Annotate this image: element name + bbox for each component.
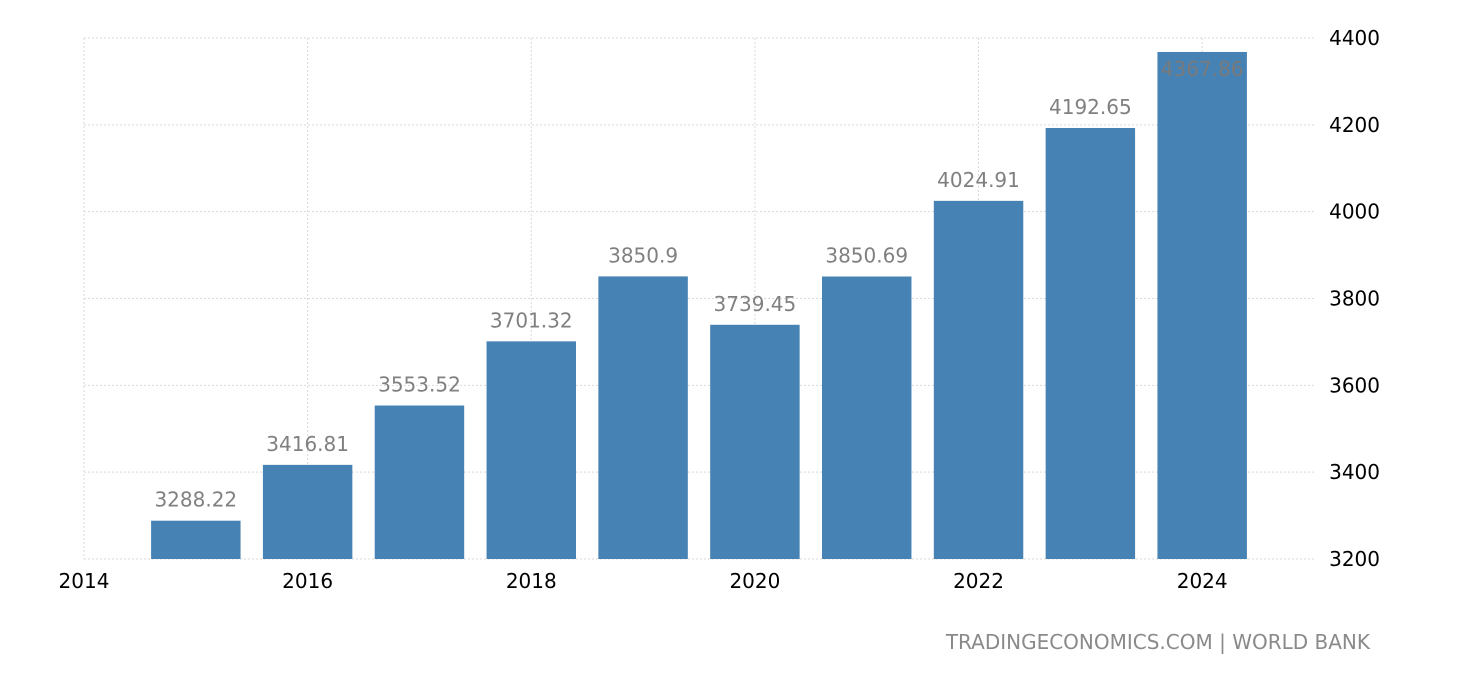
data-label-2020: 3739.45 (714, 292, 797, 316)
data-labels: 3288.22 3416.81 3553.52 3701.32 3850.9 3739.4… (154, 57, 1243, 512)
y-tick-label: 3400 (1329, 460, 1380, 484)
data-label-2015: 3288.22 (154, 488, 237, 512)
x-tick-label: 2016 (282, 569, 333, 593)
x-tick-label: 2020 (729, 569, 780, 593)
bar-2015 (151, 520, 241, 559)
bar-2020 (710, 324, 800, 559)
x-tick-label: 2018 (506, 569, 557, 593)
x-axis-ticks: 2014 2016 2018 2020 2022 2024 (59, 569, 1228, 593)
data-label-2021: 3850.69 (825, 243, 908, 267)
y-tick-label: 3600 (1329, 373, 1380, 397)
y-tick-label: 3200 (1329, 547, 1380, 571)
data-label-2018: 3701.32 (490, 308, 573, 332)
bar-2022 (933, 200, 1024, 560)
y-tick-label: 3800 (1329, 287, 1380, 311)
data-label-2016: 3416.81 (266, 432, 349, 456)
x-tick-label: 2024 (1177, 569, 1228, 593)
y-tick-label: 4200 (1329, 113, 1380, 137)
y-tick-label: 4000 (1329, 200, 1380, 224)
data-label-2023: 4192.65 (1049, 95, 1132, 119)
source-credit: TRADINGECONOMICS.COM | WORLD BANK (945, 630, 1370, 654)
data-label-2024: 4367.86 (1161, 57, 1244, 81)
bar-2018 (486, 341, 576, 559)
bar-2023 (1045, 128, 1136, 559)
x-tick-label: 2014 (59, 569, 110, 593)
data-label-2019: 3850.9 (608, 243, 678, 267)
bar-2019 (598, 276, 688, 559)
y-tick-label: 4400 (1329, 26, 1380, 50)
data-label-2022: 4024.91 (937, 168, 1020, 192)
bar-2017 (374, 405, 465, 559)
y-axis-ticks: 3200 3400 3600 3800 4000 4200 4400 (1329, 26, 1380, 571)
x-tick-label: 2022 (953, 569, 1004, 593)
bar-2024 (1157, 51, 1247, 560)
bar-2021 (822, 276, 912, 559)
bars (151, 51, 1247, 560)
data-label-2017: 3553.52 (378, 373, 461, 397)
bar-2016 (262, 464, 353, 559)
